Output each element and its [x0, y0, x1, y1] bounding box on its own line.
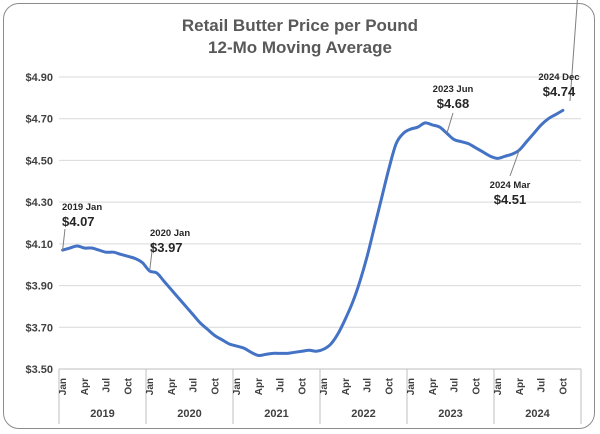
annotation-value: $4.51 — [494, 192, 527, 207]
chart-title-line-2: 12-Mo Moving Average — [208, 38, 392, 57]
annotation-leader — [446, 112, 454, 134]
annotation: 2024 Mar$4.51 — [490, 149, 531, 207]
x-tick-label: Apr — [428, 378, 439, 395]
x-tick-label: Jul — [363, 378, 374, 393]
x-tick-label: Jan — [493, 378, 504, 395]
annotation-value: $4.07 — [62, 214, 95, 229]
annotation: 2020 Jan$3.97 — [149, 228, 190, 272]
annotation-value: $4.74 — [543, 84, 576, 99]
annotation-value: $4.68 — [437, 96, 470, 111]
x-tick-label: Jan — [319, 378, 330, 395]
annotation-date: 2019 Jan — [62, 202, 102, 213]
annotation-leader — [569, 0, 578, 102]
x-tick-label: Apr — [80, 378, 91, 395]
year-label: 2023 — [438, 408, 462, 420]
y-tick-label: $4.10 — [25, 239, 53, 251]
x-tick-label: Oct — [210, 377, 221, 394]
annotation-date: 2023 Jun — [433, 84, 474, 95]
x-tick-label: Jul — [276, 378, 287, 393]
x-tick-label: Jul — [450, 378, 461, 393]
year-label: 2024 — [525, 408, 550, 420]
x-tick-label: Jan — [145, 378, 156, 395]
gridlines — [59, 76, 581, 328]
annotation-date: 2020 Jan — [150, 228, 190, 239]
x-tick-label: Jan — [406, 378, 417, 395]
x-tick-label: Apr — [515, 378, 526, 395]
annotation-leader — [149, 242, 154, 272]
chart-title-line-1: Retail Butter Price per Pound — [182, 16, 418, 35]
annotation-date: 2024 Dec — [538, 72, 579, 83]
year-label: 2019 — [90, 408, 114, 420]
y-tick-label: $3.70 — [25, 322, 53, 334]
annotation-date: 2024 Mar — [490, 180, 531, 191]
annotation: 2019 Jan$4.07 — [62, 202, 102, 251]
butter-price-line — [61, 108, 565, 358]
x-tick-label: Oct — [384, 377, 395, 394]
annotation: 2023 Jun$4.68 — [433, 84, 474, 134]
series-line — [61, 108, 565, 358]
x-tick-label: Oct — [558, 377, 569, 394]
y-tick-label: $4.70 — [25, 114, 53, 126]
x-tick-label: Jan — [58, 378, 69, 395]
x-tick-label: Apr — [341, 378, 352, 395]
annotation-leader — [509, 149, 520, 177]
year-label: 2021 — [264, 408, 288, 420]
x-tick-label: Jul — [102, 378, 113, 393]
y-tick-label: $4.30 — [25, 197, 53, 209]
y-tick-label: $4.50 — [25, 155, 53, 167]
annotation-value: $3.97 — [150, 240, 183, 255]
x-tick-label: Apr — [254, 378, 265, 395]
x-tick-label: Jul — [537, 378, 548, 393]
x-axis: Jan Apr Jul Oct 2019 Jan Apr Jul Oct 2020 Jan Apr Ju… — [58, 368, 582, 424]
x-tick-label: Jul — [189, 378, 200, 393]
x-tick-label: Oct — [123, 377, 134, 394]
y-axis: $4.90 $4.70 $4.50 $4.30 $4.10 $3.90 $3.70 $3.50 — [25, 72, 53, 376]
x-tick-label: Apr — [167, 378, 178, 395]
annotation-leader — [62, 228, 66, 251]
x-tick-label: Oct — [297, 377, 308, 394]
chart-frame — [3, 3, 595, 429]
y-tick-label: $3.90 — [25, 281, 53, 293]
year-label: 2020 — [177, 408, 201, 420]
x-tick-label: Oct — [471, 377, 482, 394]
year-label: 2022 — [351, 408, 375, 420]
annotation: 2024 Dec$4.74 — [538, 0, 580, 102]
x-tick-label: Jan — [232, 378, 243, 395]
y-tick-label: $3.50 — [25, 364, 53, 376]
y-tick-label: $4.90 — [25, 72, 53, 84]
